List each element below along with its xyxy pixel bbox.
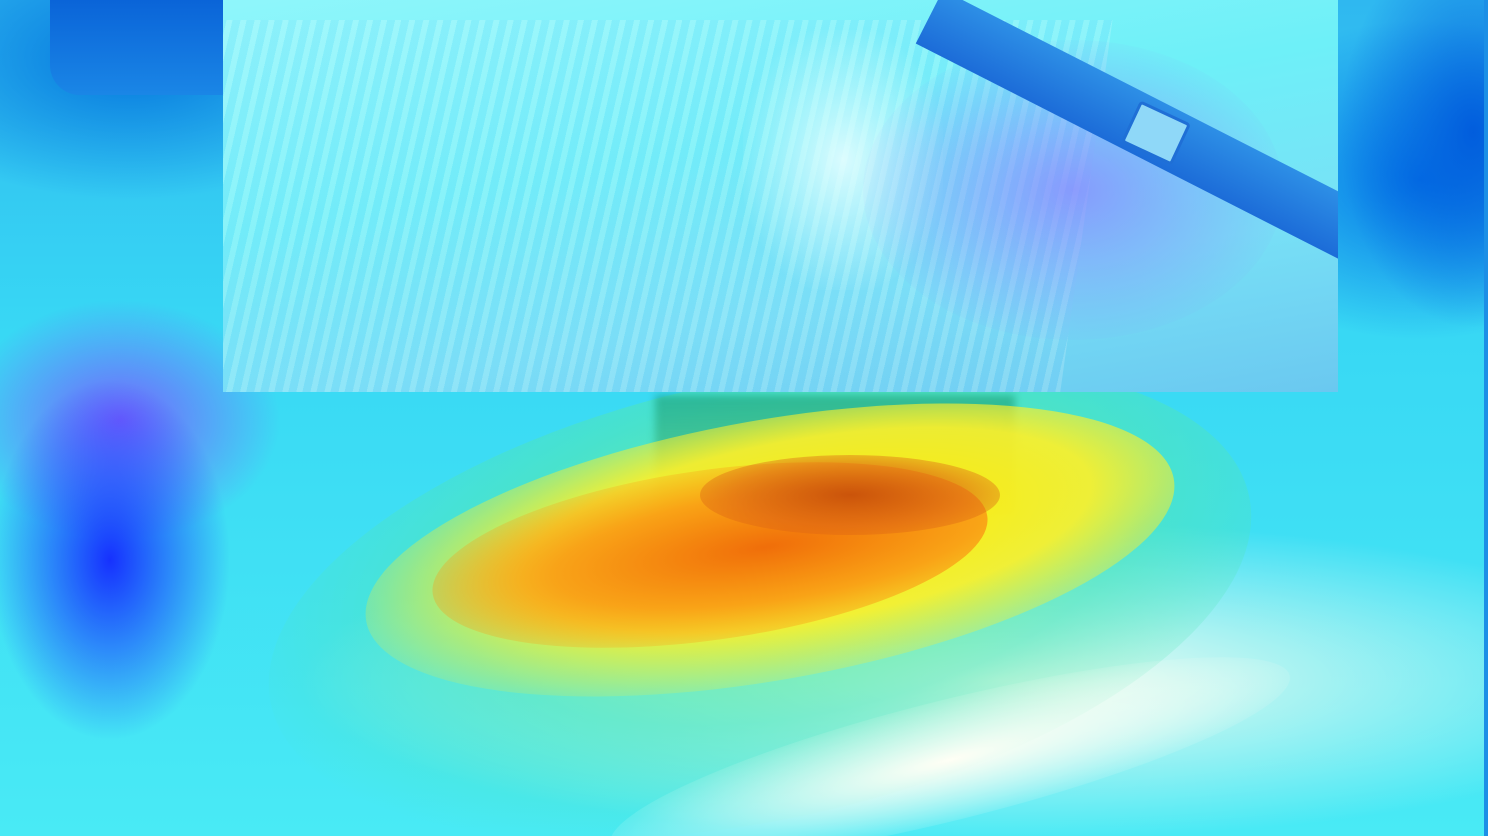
inset-photo (223, 0, 1338, 392)
dark-region-top-left (50, 0, 223, 95)
heat-region-peak (700, 455, 1000, 535)
dark-region-top-right (1338, 0, 1488, 330)
right-edge-strip (1484, 0, 1488, 836)
